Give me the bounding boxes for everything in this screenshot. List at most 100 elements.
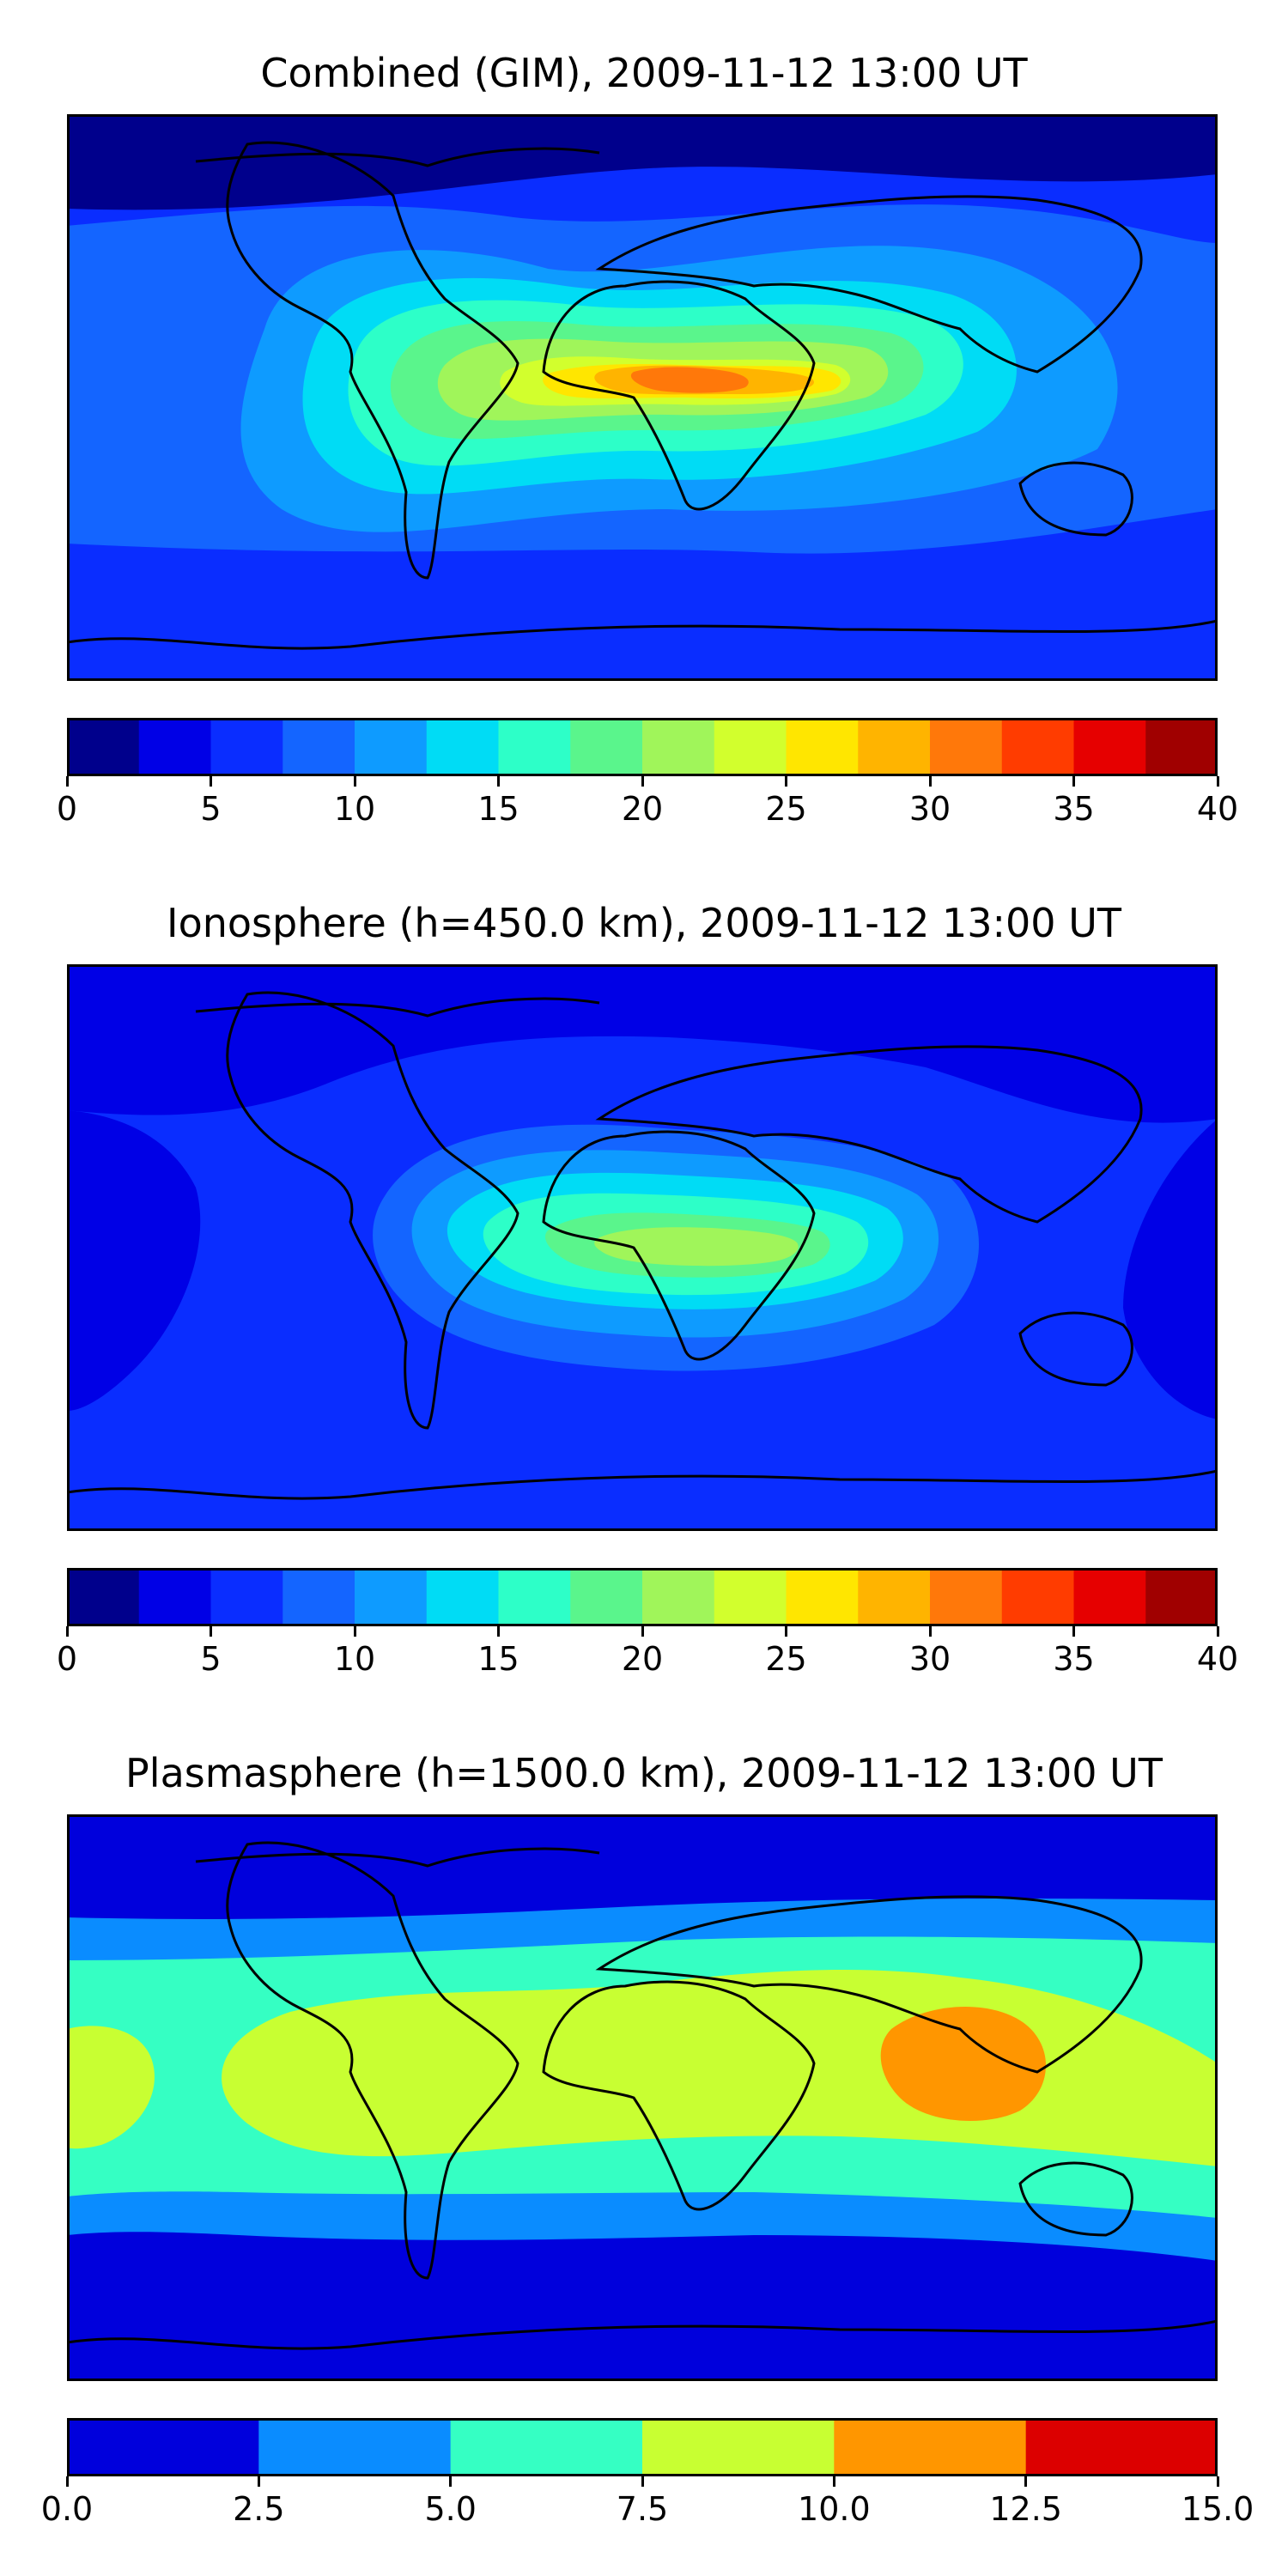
colorbar-cell xyxy=(1001,718,1075,776)
colorbar-tick-label: 5.0 xyxy=(424,2490,477,2528)
colorbar-cell xyxy=(570,1568,643,1626)
colorbar-cell xyxy=(1025,2418,1218,2476)
colorbar-tick-label: 2.5 xyxy=(233,2490,285,2528)
colorbar-tick-label: 12.5 xyxy=(989,2490,1062,2528)
colorbar-tick-label: 20 xyxy=(621,1640,664,1678)
colorbar-tick-mark xyxy=(449,2476,453,2487)
panel2-map xyxy=(67,964,1218,1531)
panel2-colorbar xyxy=(67,1568,1218,1626)
colorbar-tick-mark xyxy=(928,776,932,787)
colorbar-cell xyxy=(498,1568,571,1626)
colorbar-tick-mark xyxy=(785,776,787,787)
panel3-colorbar-ticks: 0.0 2.5 5.0 7.5 10.0 12.5 15.0 xyxy=(0,2476,1288,2533)
colorbar-cell xyxy=(642,718,715,776)
colorbar-tick-mark xyxy=(1072,776,1075,787)
colorbar-tick-label: 30 xyxy=(908,790,951,828)
colorbar-cell xyxy=(210,718,283,776)
colorbar-cell xyxy=(786,1568,859,1626)
colorbar-cell xyxy=(355,718,428,776)
colorbar-cell xyxy=(283,1568,355,1626)
colorbar-cell xyxy=(138,1568,212,1626)
colorbar-tick-label: 5 xyxy=(200,790,222,828)
colorbar-tick-mark xyxy=(353,1626,356,1637)
colorbar-tick-label: 40 xyxy=(1196,790,1239,828)
colorbar-tick-mark xyxy=(928,1626,932,1637)
panel2-coastlines xyxy=(67,991,1218,1500)
colorbar-tick-label: 0 xyxy=(56,790,78,828)
panel2-title: Ionosphere (h=450.0 km), 2009-11-12 13:0… xyxy=(167,900,1121,946)
colorbar-tick-mark xyxy=(1216,776,1219,787)
colorbar-tick-label: 15 xyxy=(477,1640,519,1678)
colorbar-cell xyxy=(67,2418,259,2476)
panel1-colorbar-ticks: 0 5 10 15 20 25 30 35 40 xyxy=(0,776,1288,833)
panel1-band-north xyxy=(67,114,1218,210)
colorbar-cell xyxy=(1073,718,1146,776)
colorbar-cell xyxy=(714,718,787,776)
colorbar-tick-mark xyxy=(210,1626,212,1637)
colorbar-tick-label: 5 xyxy=(200,1640,222,1678)
colorbar-tick-label: 10 xyxy=(333,790,376,828)
panel3-title: Plasmasphere (h=1500.0 km), 2009-11-12 1… xyxy=(125,1750,1163,1796)
colorbar-tick-mark xyxy=(1216,1626,1219,1637)
panel2-band-east-dark xyxy=(1123,1119,1218,1419)
panel1-coastlines xyxy=(67,141,1218,650)
panel3-band-peak xyxy=(880,2006,1046,2121)
colorbar-tick-label: 40 xyxy=(1196,1640,1239,1678)
panel1-map xyxy=(67,114,1218,681)
colorbar-cell xyxy=(355,1568,428,1626)
colorbar-cell xyxy=(930,718,1003,776)
colorbar-tick-mark xyxy=(65,1626,69,1637)
colorbar-cell xyxy=(858,718,931,776)
colorbar-cell xyxy=(858,1568,931,1626)
colorbar-cell xyxy=(210,1568,283,1626)
colorbar-cell xyxy=(642,2418,835,2476)
panel2-band-peak xyxy=(594,1227,799,1267)
colorbar-tick-label: 35 xyxy=(1053,790,1095,828)
colorbar-cell xyxy=(450,2418,643,2476)
panel3-map xyxy=(67,1814,1218,2381)
colorbar-tick-mark xyxy=(65,2476,69,2487)
colorbar-tick-mark xyxy=(785,1626,787,1637)
colorbar-tick-label: 15.0 xyxy=(1181,2490,1255,2528)
colorbar-cell xyxy=(930,1568,1003,1626)
panel1-title: Combined (GIM), 2009-11-12 13:00 UT xyxy=(260,50,1028,96)
colorbar-tick-mark xyxy=(641,776,644,787)
colorbar-tick-mark xyxy=(497,776,500,787)
colorbar-tick-mark xyxy=(210,776,212,787)
panel2-band-west-dark xyxy=(67,1110,201,1411)
colorbar-tick-label: 0 xyxy=(56,1640,78,1678)
colorbar-tick-label: 15 xyxy=(477,790,519,828)
panel3-coastlines xyxy=(67,1841,1218,2350)
colorbar-cell xyxy=(258,2418,452,2476)
colorbar-tick-label: 7.5 xyxy=(616,2490,669,2528)
colorbar-cell xyxy=(1001,1568,1075,1626)
colorbar-tick-label: 20 xyxy=(621,790,664,828)
colorbar-cell xyxy=(570,718,643,776)
colorbar-cell xyxy=(426,718,500,776)
colorbar-cell xyxy=(283,718,355,776)
colorbar-cell xyxy=(714,1568,787,1626)
panel1-band-p3 xyxy=(630,367,749,393)
colorbar-tick-mark xyxy=(641,1626,644,1637)
colorbar-cell xyxy=(426,1568,500,1626)
panel3-colorbar xyxy=(67,2418,1218,2476)
colorbar-cell xyxy=(67,1568,140,1626)
colorbar-cell xyxy=(67,718,140,776)
colorbar-cell xyxy=(1073,1568,1146,1626)
colorbar-tick-label: 30 xyxy=(908,1640,951,1678)
colorbar-tick-mark xyxy=(257,2476,260,2487)
colorbar-tick-label: 25 xyxy=(765,790,807,828)
colorbar-cell xyxy=(642,1568,715,1626)
colorbar-tick-mark xyxy=(1072,1626,1075,1637)
colorbar-cell xyxy=(1145,718,1218,776)
panel2-colorbar-ticks: 0 5 10 15 20 25 30 35 40 xyxy=(0,1626,1288,1683)
colorbar-tick-label: 25 xyxy=(765,1640,807,1678)
colorbar-cell xyxy=(1145,1568,1218,1626)
colorbar-tick-label: 35 xyxy=(1053,1640,1095,1678)
colorbar-cell xyxy=(834,2418,1027,2476)
colorbar-cell xyxy=(138,718,212,776)
panel3-map-frame xyxy=(67,1814,1218,2381)
colorbar-tick-mark xyxy=(832,2476,835,2487)
panel3-band-3-west xyxy=(67,2026,155,2149)
colorbar-cell xyxy=(498,718,571,776)
